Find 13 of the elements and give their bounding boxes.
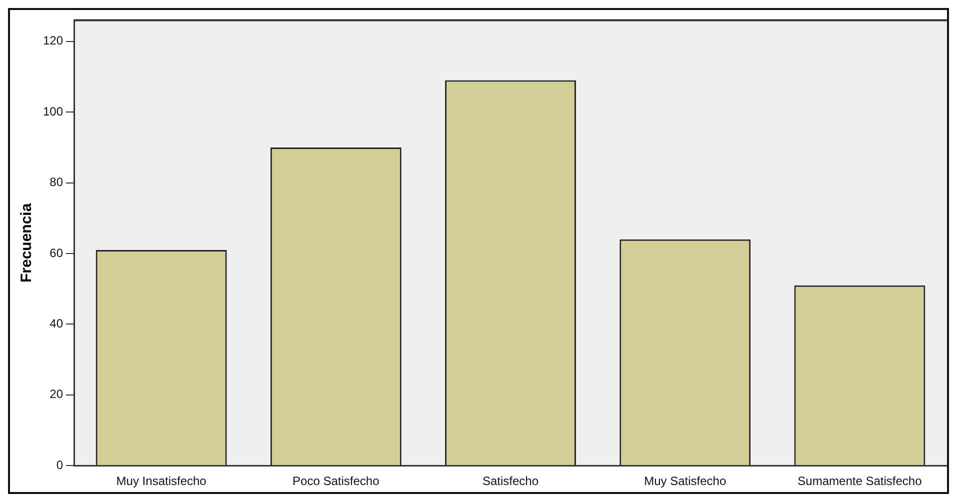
y-axis-title: Frecuencia: [18, 202, 36, 283]
x-tick-label: Sumamente Satisfecho: [798, 474, 922, 488]
y-tick-label: 40: [50, 316, 64, 331]
y-tick-label: 60: [50, 246, 64, 260]
y-tick-label: 0: [56, 458, 64, 472]
x-tick-label: Muy Insatisfecho: [116, 474, 207, 488]
x-tick-label: Muy Satisfecho: [644, 474, 726, 488]
x-tick-label: Satisfecho: [482, 474, 539, 488]
y-tick-label: 100: [42, 104, 64, 118]
y-tick-label: 120: [42, 34, 64, 48]
y-tick-label: 20: [50, 387, 64, 402]
y-tick-label: 80: [50, 175, 64, 190]
x-tick-label: Poco Satisfecho: [292, 474, 380, 488]
